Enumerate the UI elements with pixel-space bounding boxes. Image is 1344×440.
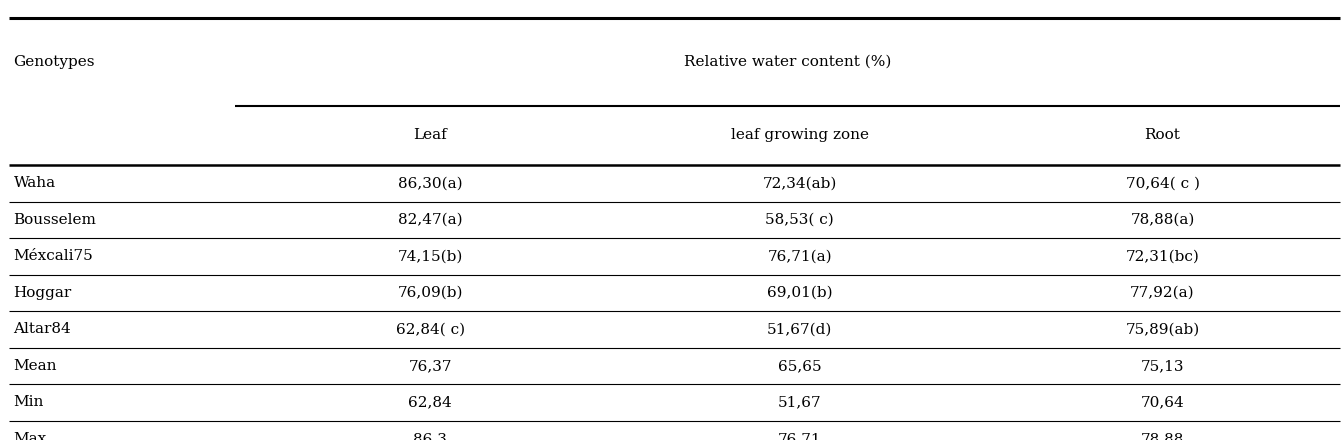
Text: leaf growing zone: leaf growing zone: [731, 128, 868, 142]
Text: Relative water content (%): Relative water content (%): [684, 55, 891, 69]
Text: Méxcali75: Méxcali75: [13, 249, 93, 263]
Text: 86,3: 86,3: [413, 432, 448, 440]
Text: 51,67(d): 51,67(d): [767, 323, 832, 336]
Text: Max: Max: [13, 432, 47, 440]
Text: Leaf: Leaf: [413, 128, 448, 142]
Text: 75,13: 75,13: [1141, 359, 1184, 373]
Text: Bousselem: Bousselem: [13, 213, 97, 227]
Text: 58,53( c): 58,53( c): [765, 213, 835, 227]
Text: Altar84: Altar84: [13, 323, 71, 336]
Text: 74,15(b): 74,15(b): [398, 249, 462, 263]
Text: 76,09(b): 76,09(b): [398, 286, 462, 300]
Text: 78,88: 78,88: [1141, 432, 1184, 440]
Text: 51,67: 51,67: [778, 396, 821, 409]
Text: Waha: Waha: [13, 176, 55, 190]
Text: 62,84( c): 62,84( c): [395, 323, 465, 336]
Text: 70,64( c ): 70,64( c ): [1125, 176, 1200, 190]
Text: Genotypes: Genotypes: [13, 55, 95, 69]
Text: Min: Min: [13, 396, 44, 409]
Text: 75,89(ab): 75,89(ab): [1125, 323, 1200, 336]
Text: 82,47(a): 82,47(a): [398, 213, 462, 227]
Text: 78,88(a): 78,88(a): [1130, 213, 1195, 227]
Text: 72,31(bc): 72,31(bc): [1126, 249, 1199, 263]
Text: 62,84: 62,84: [409, 396, 452, 409]
Text: 77,92(a): 77,92(a): [1130, 286, 1195, 300]
Text: 72,34(ab): 72,34(ab): [762, 176, 837, 190]
Text: 76,71(a): 76,71(a): [767, 249, 832, 263]
Text: 86,30(a): 86,30(a): [398, 176, 462, 190]
Text: Root: Root: [1145, 128, 1180, 142]
Text: 69,01(b): 69,01(b): [767, 286, 832, 300]
Text: Mean: Mean: [13, 359, 56, 373]
Text: 70,64: 70,64: [1141, 396, 1184, 409]
Text: 76,71: 76,71: [778, 432, 821, 440]
Text: 65,65: 65,65: [778, 359, 821, 373]
Text: Hoggar: Hoggar: [13, 286, 71, 300]
Text: 76,37: 76,37: [409, 359, 452, 373]
